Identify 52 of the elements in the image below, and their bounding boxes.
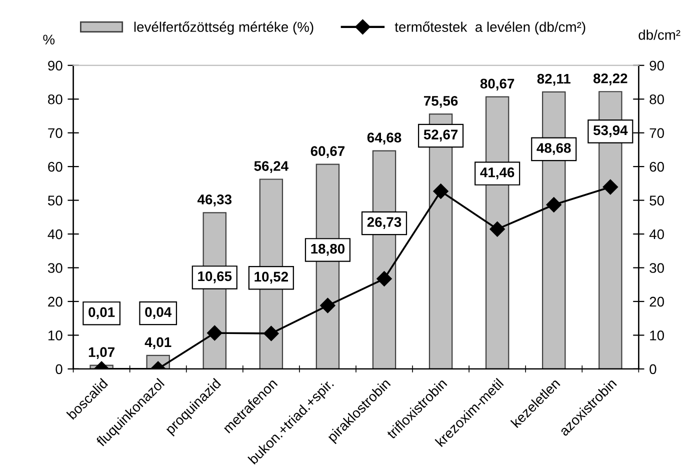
data-label: 82,11 xyxy=(537,74,570,86)
data-label: 64,68 xyxy=(367,132,402,144)
y-tick-label: 40 xyxy=(48,229,62,240)
y2-tick-label: 20 xyxy=(650,296,664,307)
point xyxy=(546,197,562,212)
data-label: 60,67 xyxy=(310,146,344,158)
y-tick-label: 90 xyxy=(48,60,62,71)
data-label: 56,24 xyxy=(254,161,288,173)
data-label: 48,68 xyxy=(536,143,571,155)
point xyxy=(490,222,505,237)
data-label: 75,56 xyxy=(424,96,458,108)
y2-tick-label: 90 xyxy=(650,60,664,71)
point xyxy=(433,184,448,199)
y2-tick-label: 10 xyxy=(650,330,664,340)
y2-tick-label: 40 xyxy=(649,229,664,240)
data-label: 80,67 xyxy=(480,78,514,91)
y2-tick-label: 80 xyxy=(650,94,664,104)
data-label: 4,01 xyxy=(144,337,172,350)
y2-tick-label: 70 xyxy=(650,128,664,138)
data-label: 0,01 xyxy=(88,307,115,320)
data-label: 10,52 xyxy=(254,272,288,284)
y-tick-label: 70 xyxy=(48,128,62,138)
data-label: 82,22 xyxy=(593,73,628,86)
y-tick-label: 50 xyxy=(48,196,62,206)
y2-tick-label: 30 xyxy=(650,263,664,273)
data-label: 52,67 xyxy=(424,130,458,142)
y2-axis-title: db/cm² xyxy=(638,30,680,40)
y-tick-label: 20 xyxy=(48,296,62,307)
y-tick-label: 80 xyxy=(48,94,62,104)
point xyxy=(320,298,336,314)
data-label: 26,73 xyxy=(367,217,402,229)
data-label: 41,46 xyxy=(480,167,514,180)
data-label: 53,94 xyxy=(593,125,628,138)
y-tick-label: 10 xyxy=(48,330,62,340)
data-label: 1,07 xyxy=(88,347,114,360)
data-label: 10,65 xyxy=(198,271,232,284)
data-label: 18,80 xyxy=(311,244,345,256)
point xyxy=(207,325,222,341)
y-tick-label: 30 xyxy=(48,263,62,273)
y-axis-title: % xyxy=(43,34,55,44)
point xyxy=(376,271,392,286)
legend-label: levélfertőzöttség mértéke (%) xyxy=(134,22,314,35)
data-label: 0,04 xyxy=(145,307,172,319)
y2-tick-label: 50 xyxy=(650,196,664,206)
legend-label: termőtestek a levélen (db/cm²) xyxy=(394,22,586,35)
y2-tick-label: 60 xyxy=(650,162,664,172)
data-label: 46,33 xyxy=(197,194,232,206)
point xyxy=(264,326,279,342)
y2-tick-label: 0 xyxy=(650,364,656,374)
point xyxy=(602,179,618,195)
y-tick-label: 60 xyxy=(48,162,62,172)
y-tick-label: 0 xyxy=(56,364,62,374)
